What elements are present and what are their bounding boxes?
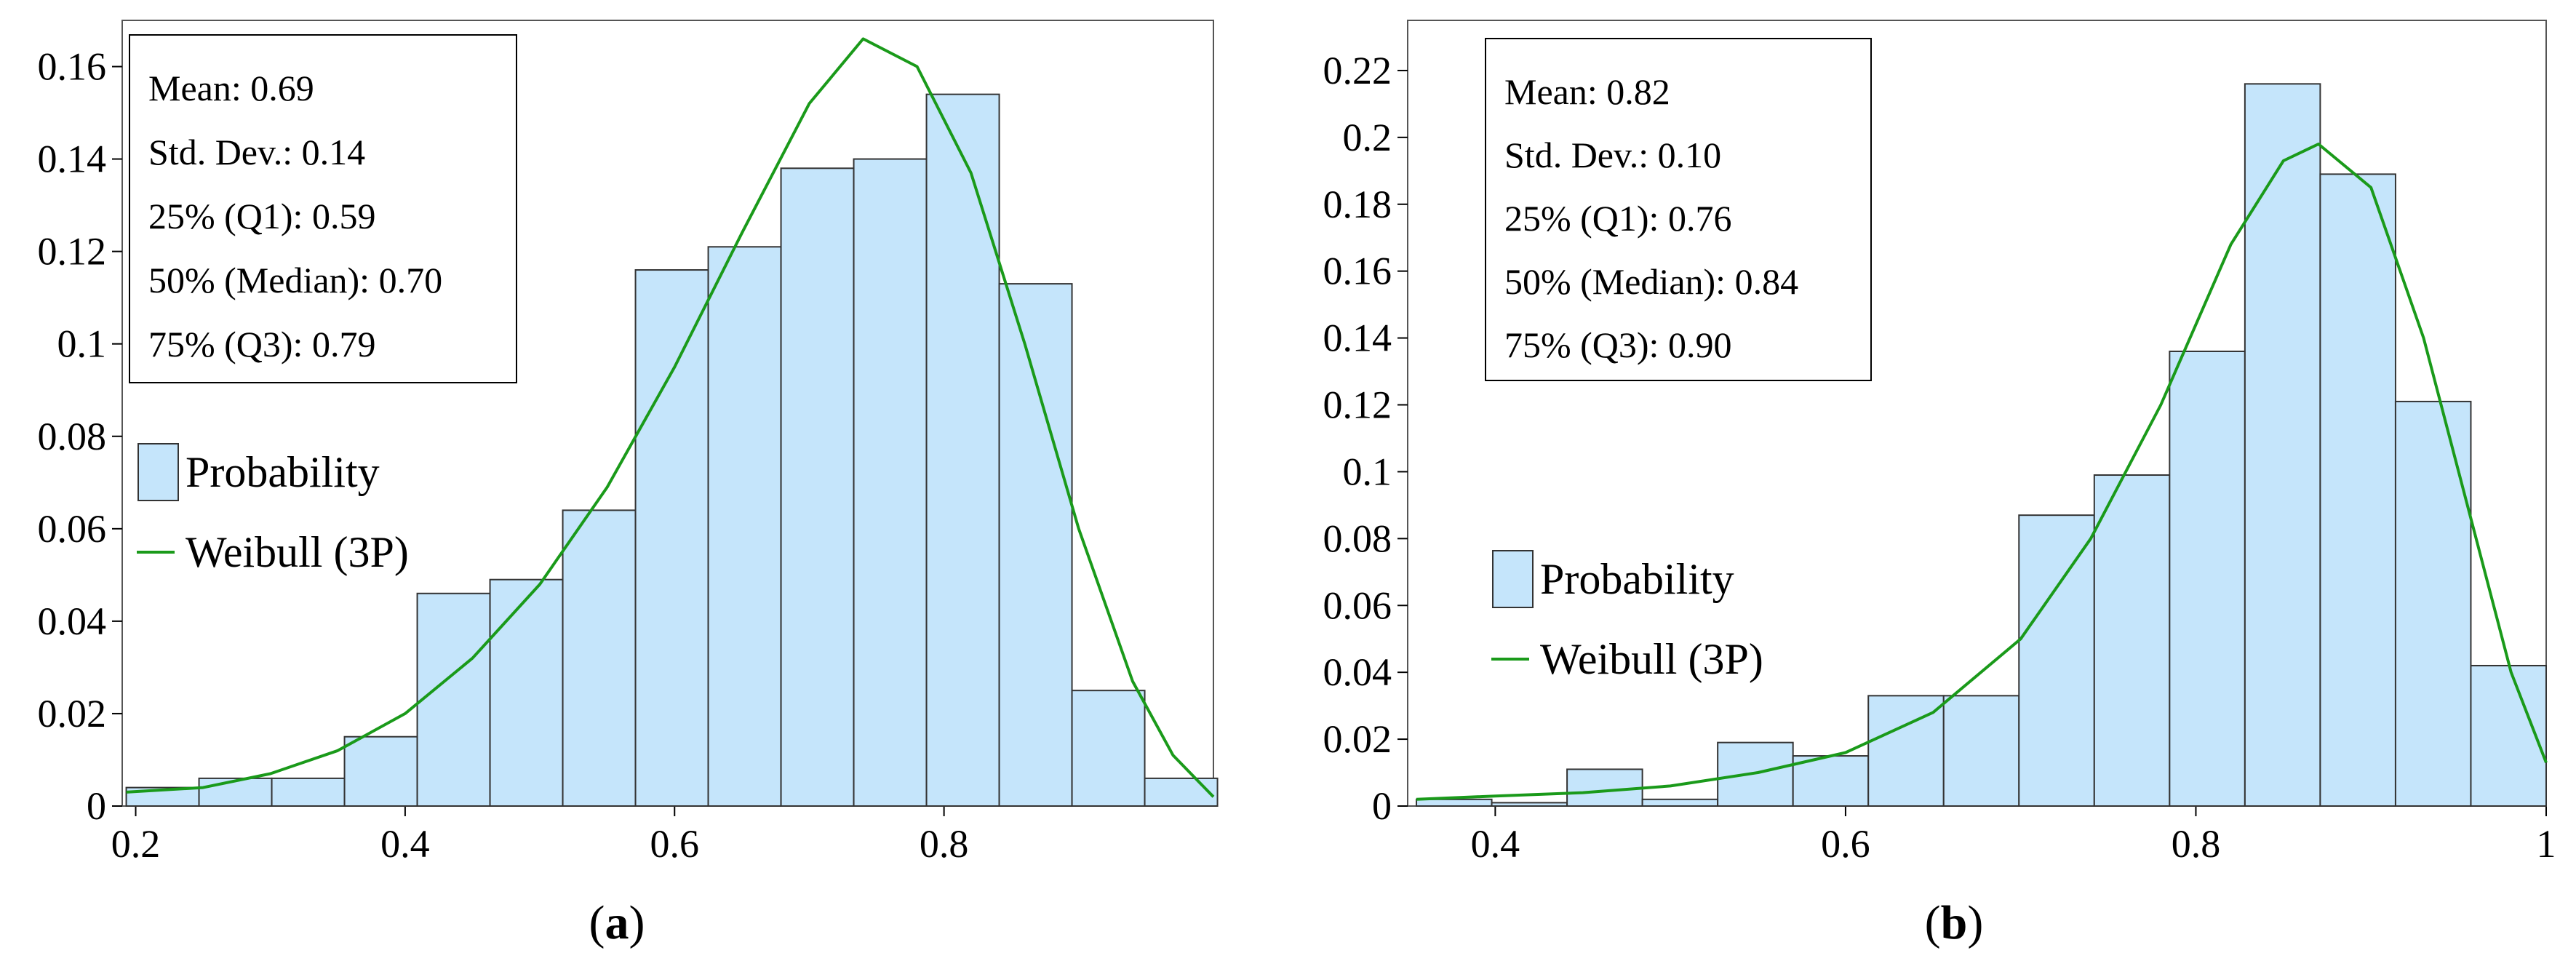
histogram-bar bbox=[2093, 474, 2171, 808]
stats-box bbox=[129, 34, 517, 383]
histogram-bar bbox=[562, 509, 637, 807]
x-tick-label: 0.8 bbox=[2172, 822, 2221, 866]
panel-label: (b) bbox=[1925, 896, 1984, 949]
y-tick-label: 0.08 bbox=[1323, 517, 1392, 560]
y-tick-label: 0.06 bbox=[38, 507, 107, 551]
legend-probability-label: Probability bbox=[1540, 555, 1734, 603]
weibull-fit-curve bbox=[1416, 143, 2548, 801]
y-tick-label: 0.16 bbox=[38, 45, 107, 89]
panel-label: (a) bbox=[589, 896, 645, 949]
panel-label-letter: b bbox=[1941, 896, 1968, 949]
y-tick-label: 0.04 bbox=[38, 599, 107, 643]
x-tick-label: 0.2 bbox=[111, 822, 161, 866]
stats-line: Std. Dev.: 0.14 bbox=[148, 132, 365, 172]
histogram-bar bbox=[1416, 798, 1493, 807]
stats-line: Mean: 0.69 bbox=[148, 68, 314, 108]
histogram-bar bbox=[1942, 695, 2020, 808]
stats-line: 50% (Median): 0.70 bbox=[148, 260, 442, 300]
histogram-bar bbox=[416, 592, 491, 807]
x-tick-label: 0.6 bbox=[1821, 822, 1870, 866]
x-tick-label: 0.6 bbox=[650, 822, 700, 866]
y-tick-label: 0.1 bbox=[1343, 450, 1392, 493]
stats-line: 75% (Q3): 0.90 bbox=[1504, 324, 1731, 365]
histogram-bar bbox=[198, 777, 273, 807]
histogram-bar bbox=[489, 578, 564, 807]
histogram-bar bbox=[707, 246, 782, 807]
histogram-bar bbox=[2244, 83, 2321, 807]
y-tick-label: 0.12 bbox=[1323, 383, 1392, 427]
panel-label-paren: ( bbox=[1925, 896, 1941, 949]
y-tick-label: 0.08 bbox=[38, 415, 107, 458]
y-tick-label: 0.22 bbox=[1323, 49, 1392, 92]
y-tick-label: 0.1 bbox=[57, 322, 107, 366]
histogram-bar bbox=[1792, 755, 1870, 808]
histogram-bar bbox=[2169, 350, 2246, 808]
y-tick-label: 0 bbox=[87, 784, 106, 828]
histogram-bar bbox=[343, 735, 418, 807]
histogram-bar bbox=[271, 777, 346, 807]
x-tick-label: 1 bbox=[2537, 822, 2556, 866]
y-tick-label: 0.2 bbox=[1343, 116, 1392, 159]
histogram-bar bbox=[2018, 514, 2095, 807]
stats-line: 25% (Q1): 0.59 bbox=[148, 196, 375, 236]
stats-box bbox=[1485, 38, 1872, 381]
panel-label-paren: ( bbox=[589, 896, 605, 949]
histogram-bar bbox=[1641, 798, 1719, 807]
histogram-bar bbox=[998, 283, 1073, 807]
histogram-bar bbox=[1144, 777, 1219, 807]
y-tick-label: 0.14 bbox=[1323, 316, 1392, 360]
y-tick-label: 0.02 bbox=[38, 692, 107, 735]
histogram-bar bbox=[780, 167, 855, 807]
y-tick-label: 0.18 bbox=[1323, 183, 1392, 226]
y-tick-label: 0.06 bbox=[1323, 583, 1392, 627]
histogram-bar bbox=[2394, 400, 2472, 807]
chart-panel-b: 0 0.02 0.04 0.06 0.08 0.1 0.12 0.14 0.16 0.18 0.2 0… bbox=[1323, 20, 2556, 949]
histogram-bar bbox=[925, 93, 1000, 808]
y-tick-label: 0.04 bbox=[1323, 650, 1392, 694]
x-tick-label: 0.4 bbox=[380, 822, 430, 866]
panel-label-paren: ) bbox=[1967, 896, 1983, 949]
legend-weibull-label: Weibull (3P) bbox=[186, 528, 409, 576]
stats-line: 75% (Q3): 0.79 bbox=[148, 324, 375, 364]
stats-line: 50% (Median): 0.84 bbox=[1504, 261, 1798, 302]
x-tick-label: 0.4 bbox=[1471, 822, 1520, 866]
legend-probability-swatch bbox=[137, 443, 179, 501]
panel-label-letter: a bbox=[605, 896, 629, 949]
histogram-bar bbox=[853, 158, 928, 807]
histogram-bar bbox=[634, 269, 709, 807]
y-tick-label: 0.14 bbox=[38, 137, 107, 181]
histogram-bar bbox=[1071, 690, 1146, 807]
y-tick-label: 0.16 bbox=[1323, 250, 1392, 293]
y-tick-label: 0.12 bbox=[38, 230, 107, 274]
stats-line: 25% (Q1): 0.76 bbox=[1504, 198, 1731, 239]
weibull-fit-curve bbox=[126, 37, 1215, 798]
histogram-bar bbox=[1491, 802, 1568, 808]
legend-weibull-label: Weibull (3P) bbox=[1540, 635, 1763, 683]
histogram-bar bbox=[2470, 664, 2548, 807]
y-tick-label: 0 bbox=[1372, 784, 1392, 828]
y-tick-label: 0.02 bbox=[1323, 717, 1392, 761]
legend-probability-swatch bbox=[1492, 550, 1534, 608]
x-tick-label: 0.8 bbox=[920, 822, 969, 866]
histogram-bar bbox=[2319, 173, 2396, 808]
stats-line: Std. Dev.: 0.10 bbox=[1504, 135, 1721, 175]
chart-panel-a: 0 0.02 0.04 0.06 0.08 0.1 0.12 0.14 0.16 0.2 0.4 0.… bbox=[38, 20, 1219, 949]
stats-line: Mean: 0.82 bbox=[1504, 71, 1670, 112]
legend-probability-label: Probability bbox=[186, 448, 380, 496]
panel-label-paren: ) bbox=[629, 896, 645, 949]
